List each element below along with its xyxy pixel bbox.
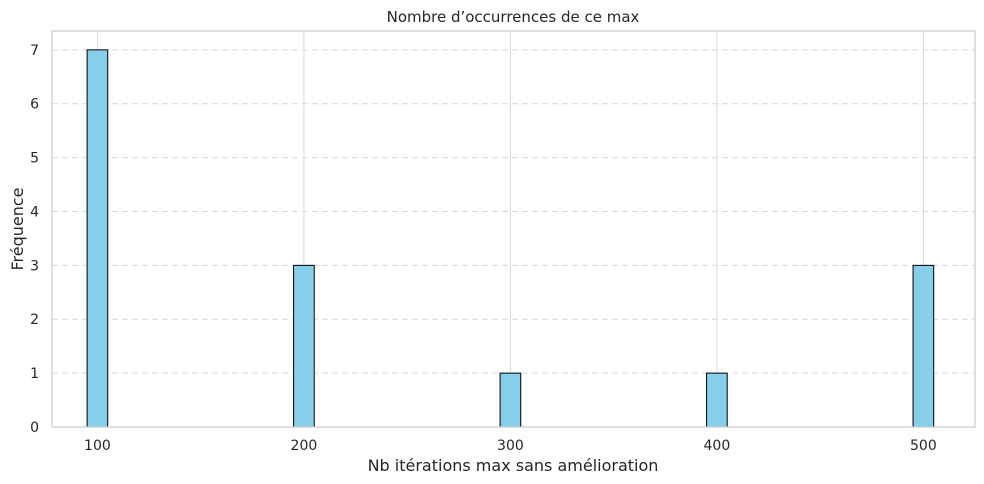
y-tick-label: 4: [30, 204, 39, 220]
y-tick-label: 7: [30, 43, 39, 59]
x-tick-labels: 100 200 300 400 500: [84, 438, 937, 454]
y-tick-label: 5: [30, 151, 39, 167]
bars: [86, 49, 935, 428]
histogram-bar: [499, 372, 522, 428]
y-tick-label: 6: [30, 97, 39, 113]
y-tick-labels: 0 1 2 3 4 5 6 7: [30, 43, 39, 436]
chart-title: Nombre d’occurrences de ce max: [387, 8, 640, 26]
y-axis-label: Fréquence: [8, 187, 27, 270]
x-tick-label: 100: [84, 438, 111, 454]
y-tick-label: 0: [30, 420, 39, 436]
x-tick-label: 400: [704, 438, 731, 454]
grid-lines: [52, 31, 975, 428]
histogram-bar: [912, 264, 935, 428]
histogram-bar: [293, 264, 315, 428]
x-tick-label: 200: [291, 438, 318, 454]
x-axis-label: Nb itérations max sans amélioration: [368, 456, 659, 475]
x-tick-label: 300: [497, 438, 524, 454]
x-tick-label: 500: [910, 438, 937, 454]
plot-frame: [51, 30, 976, 428]
y-tick-label: 1: [30, 366, 39, 382]
histogram-bar: [706, 372, 728, 428]
y-tick-label: 3: [30, 258, 39, 274]
y-tick-label: 2: [30, 312, 39, 328]
histogram-bar: [86, 49, 109, 428]
